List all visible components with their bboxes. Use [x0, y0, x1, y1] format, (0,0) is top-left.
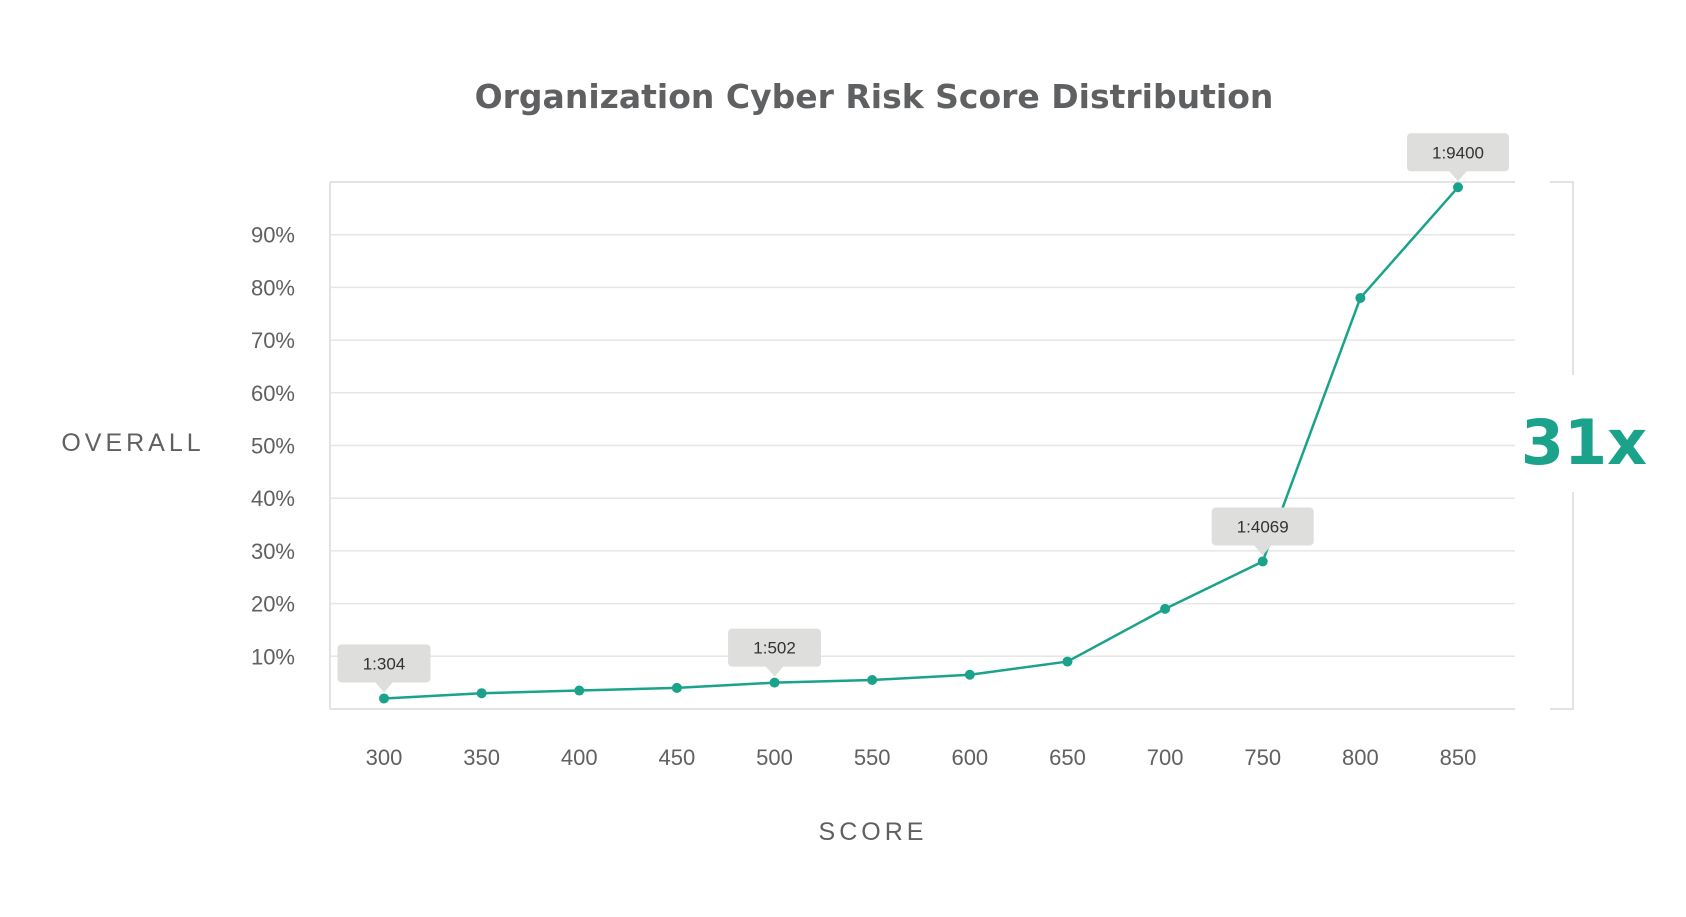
data-point [769, 677, 780, 688]
y-axis-ticks: 10% 20% 30% 40% 50% 60% 70% 80% 90% [251, 223, 295, 670]
x-axis-ticks: 300 350 400 450 500 550 600 650 700 750 800 850 [366, 745, 1477, 770]
data-point [671, 682, 682, 693]
x-tick-label: 750 [1244, 745, 1281, 770]
x-tick-label: 500 [756, 745, 793, 770]
callout-pointer [1449, 170, 1467, 182]
ratio-label: 31x [1521, 406, 1647, 479]
callout: 1:9400 [1407, 133, 1509, 182]
series-line [383, 186, 1459, 700]
y-tick-label: 80% [251, 275, 295, 300]
callout-label: 1:502 [753, 639, 796, 658]
x-tick-label: 350 [463, 745, 500, 770]
data-point [964, 669, 975, 680]
callout-label: 1:304 [363, 654, 406, 673]
y-tick-label: 50% [251, 434, 295, 459]
y-axis-label: OVERALL [61, 429, 204, 457]
x-tick-label: 400 [561, 745, 598, 770]
callout-pointer [1253, 544, 1272, 556]
data-point [867, 675, 878, 686]
data-point [379, 693, 389, 704]
x-tick-label: 450 [659, 745, 696, 770]
series [379, 182, 1463, 704]
callout-box [728, 628, 822, 667]
x-axis-label: SCORE [819, 818, 928, 846]
x-tick-label: 800 [1342, 745, 1379, 770]
callout-pointer [765, 666, 784, 677]
data-point [476, 688, 487, 699]
x-tick-label: 700 [1147, 745, 1184, 770]
callout-pointer [375, 681, 393, 693]
y-tick-label: 70% [251, 328, 295, 353]
data-point [1355, 292, 1366, 303]
data-point [574, 685, 585, 696]
data-point [1453, 182, 1463, 193]
bracket-bottom [1550, 492, 1574, 710]
y-tick-label: 30% [251, 539, 295, 564]
grid [330, 233, 1515, 658]
callout-label: 1:9400 [1432, 143, 1484, 162]
plot-frame [329, 181, 1515, 710]
y-tick-label: 40% [251, 486, 295, 511]
callout-box [1211, 507, 1314, 546]
callout-box [337, 644, 431, 683]
x-tick-label: 300 [366, 745, 403, 770]
y-tick-label: 10% [251, 644, 295, 669]
ratio-bracket: 31x [1521, 181, 1647, 710]
callout: 1:4069 [1211, 507, 1314, 556]
y-tick-label: 60% [251, 381, 295, 406]
callout: 1:304 [337, 644, 431, 693]
x-tick-label: 600 [951, 745, 988, 770]
callouts: 1:304 1:502 1:4069 1:9400 [337, 133, 1509, 693]
callout-label: 1:4069 [1237, 517, 1289, 536]
chart-title: Organization Cyber Risk Score Distributi… [475, 77, 1274, 116]
data-point [1062, 656, 1073, 667]
data-point [1257, 556, 1268, 567]
x-tick-label: 650 [1049, 745, 1086, 770]
callout: 1:502 [728, 628, 822, 677]
y-tick-label: 20% [251, 592, 295, 617]
y-tick-label: 90% [251, 223, 295, 248]
bracket-top [1550, 181, 1574, 375]
x-tick-label: 850 [1440, 745, 1477, 770]
callout-box [1407, 133, 1509, 172]
x-tick-label: 550 [854, 745, 891, 770]
data-point [1160, 603, 1171, 614]
